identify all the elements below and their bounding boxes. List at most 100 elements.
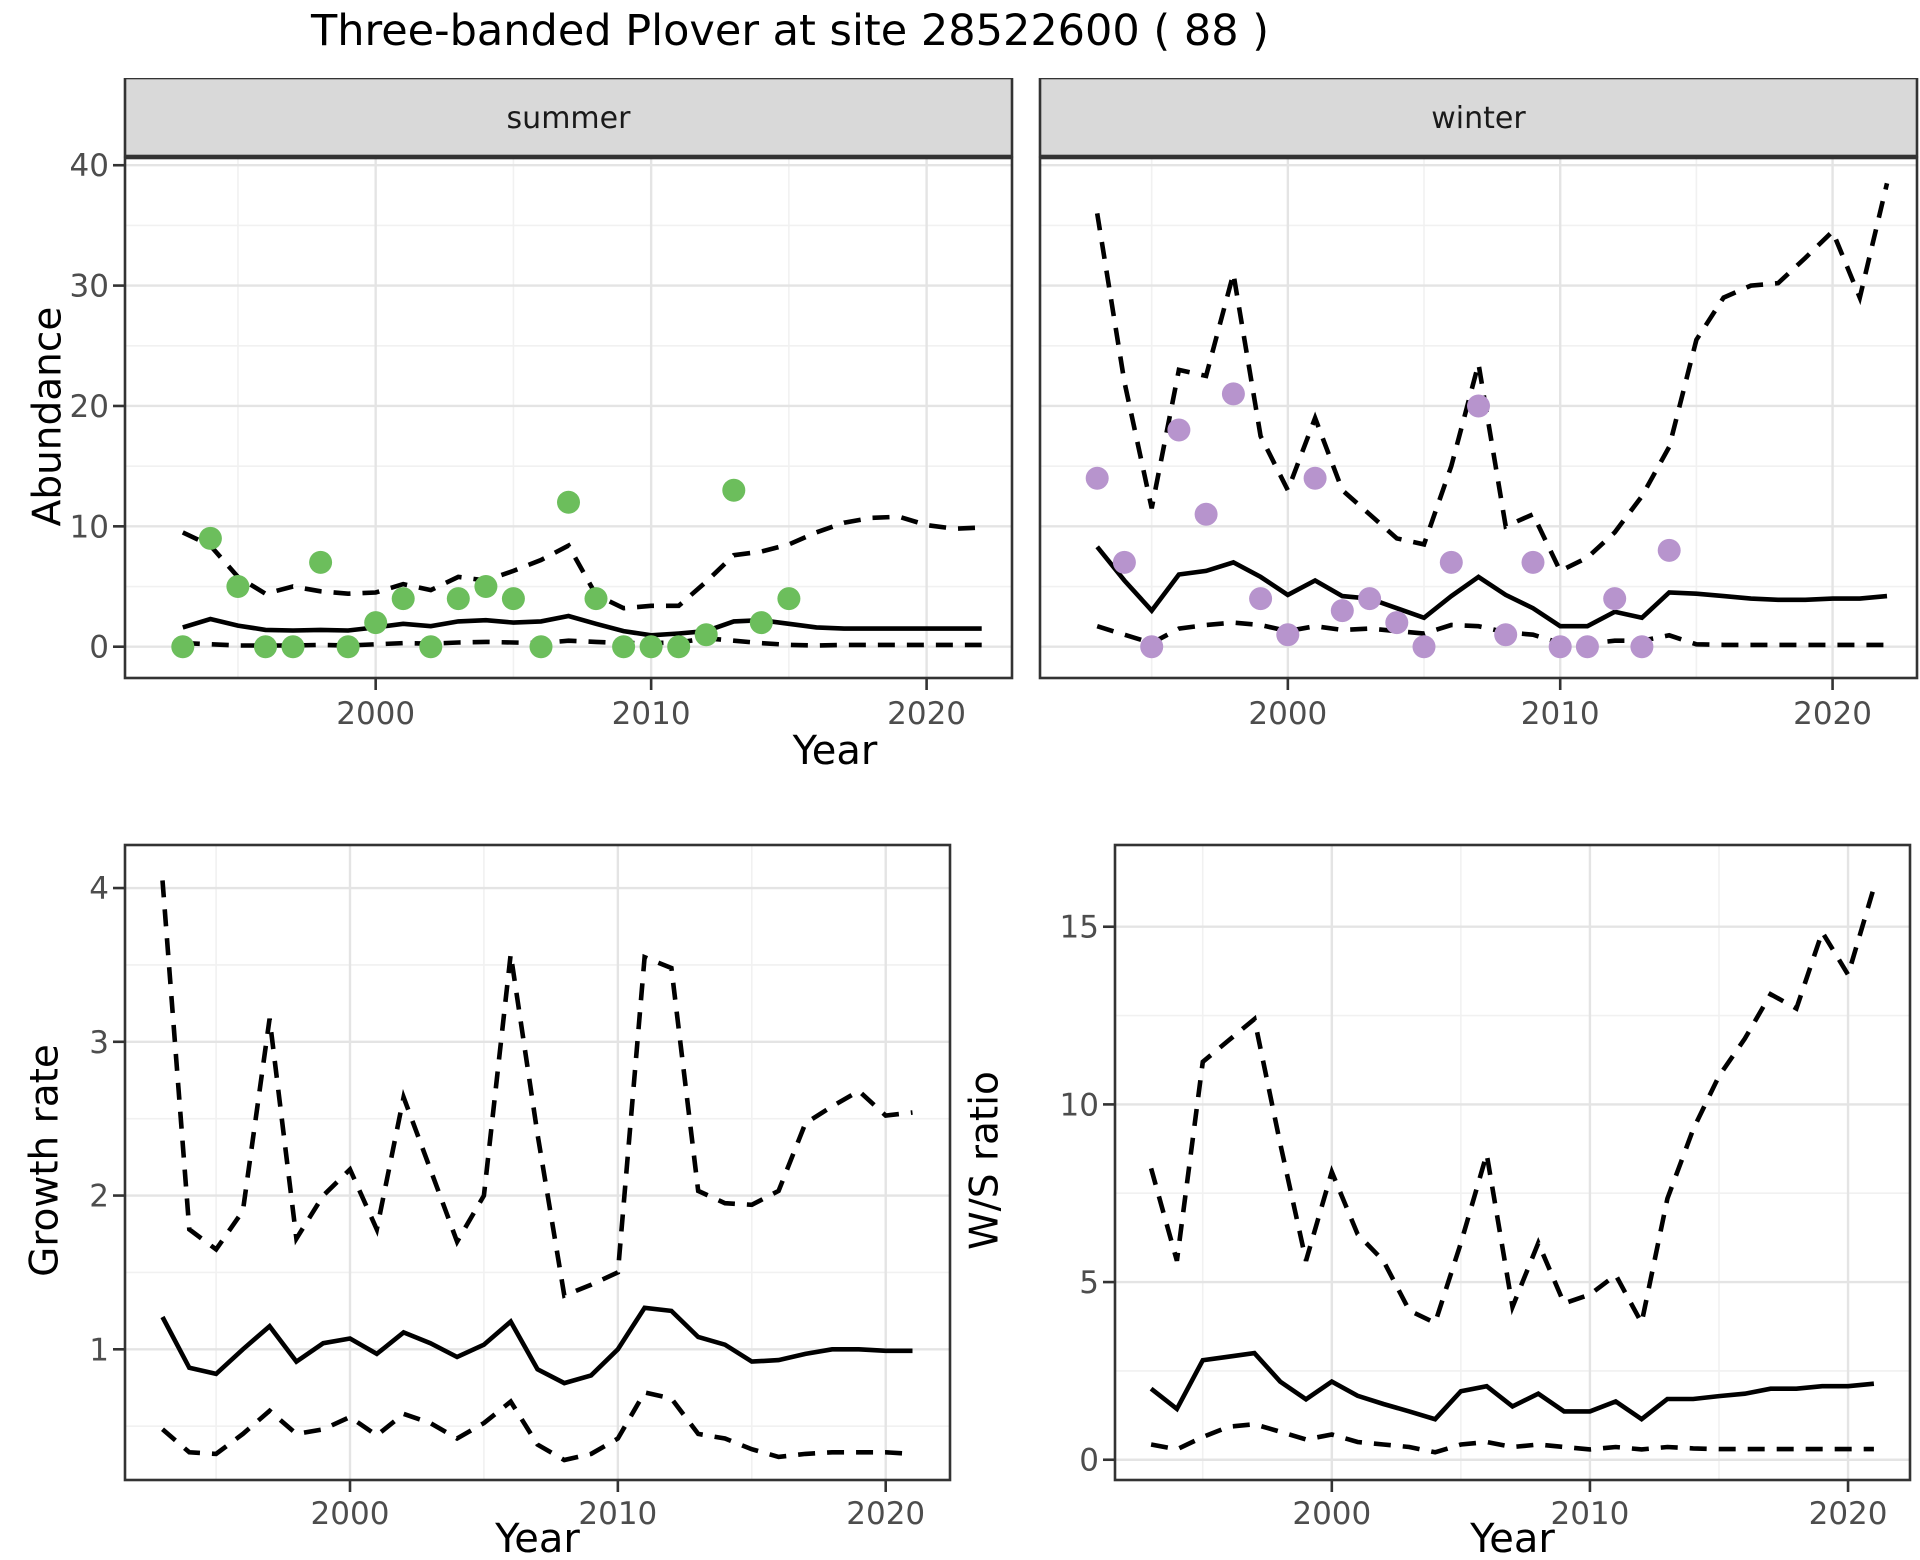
gridlines	[1040, 158, 1917, 678]
estimate-line	[160, 1305, 913, 1386]
y-tick-label: 0	[1079, 1443, 1099, 1479]
data-point	[226, 575, 250, 598]
data-point	[281, 635, 305, 659]
data-point	[1221, 382, 1245, 406]
panel-border	[1113, 843, 1912, 1482]
data-point	[749, 611, 773, 635]
x-tick-label: 2000	[1292, 1496, 1371, 1532]
upper-ci-line	[160, 880, 913, 1299]
series-lines	[1148, 886, 1877, 1455]
plot-background	[125, 158, 1012, 678]
facet-strip: winter	[1038, 78, 1919, 158]
data-point	[1303, 466, 1327, 490]
abundance-summer-panel: summer 2000 2010 2020 0 10 20 30 40	[70, 78, 1014, 732]
estimate-line	[182, 613, 982, 638]
data-point	[1467, 394, 1490, 418]
data-point	[1112, 550, 1136, 574]
plot-background	[1040, 158, 1917, 678]
x-tick-label: 2000	[311, 1496, 390, 1532]
gridlines	[1115, 845, 1910, 1480]
y-tick-label: 20	[70, 389, 109, 425]
data-point	[1140, 635, 1164, 659]
data-point	[391, 587, 415, 611]
y-tick-label: 30	[70, 269, 109, 305]
data-point	[639, 635, 663, 659]
estimate-line	[1149, 1350, 1875, 1423]
data-point	[1249, 587, 1273, 611]
x-tick-label: 2000	[1248, 696, 1327, 732]
data-point	[474, 575, 498, 598]
data-point	[529, 635, 553, 659]
abundance-winter-panel: winter 2000 2010 2020	[1038, 78, 1919, 732]
axis-ticks: 2000 2010 2020 1 2 3 4	[89, 871, 925, 1532]
data-point	[557, 490, 580, 514]
panel-border	[1038, 156, 1919, 680]
x-tick-label: 2020	[1793, 696, 1872, 732]
x-tick-label: 2010	[1521, 696, 1600, 732]
data-point	[1167, 418, 1191, 442]
data-point	[1521, 550, 1545, 574]
ws-ratio-panel: 2000 2010 2020 0 5 10 15	[1060, 843, 1912, 1532]
data-point	[667, 635, 691, 659]
data-point	[364, 611, 388, 635]
data-point	[336, 635, 360, 659]
x-tick-label: 2010	[612, 696, 691, 732]
upper-ci-line	[181, 514, 982, 611]
x-tick-label: 2010	[578, 1496, 657, 1532]
data-point	[1548, 635, 1572, 659]
facet-strip-label: winter	[1431, 101, 1526, 136]
facet-strip-label: summer	[507, 101, 632, 136]
axis-ticks: 2000 2010 2020 0 5 10 15	[1060, 910, 1888, 1532]
x-tick-label: 2010	[1550, 1496, 1629, 1532]
y-tick-label: 15	[1060, 910, 1099, 946]
data-point	[1194, 502, 1218, 526]
data-point	[198, 526, 222, 550]
axis-ticks: 2000 2010 2020	[1248, 679, 1872, 732]
facet-strip: summer	[123, 78, 1014, 158]
data-point	[446, 587, 470, 611]
y-tick-label: 1	[89, 1332, 109, 1368]
x-tick-label: 2020	[846, 1496, 925, 1532]
series-lines	[181, 514, 982, 648]
data-point	[1603, 587, 1627, 611]
data-point	[1657, 538, 1681, 562]
growth-rate-panel: 2000 2010 2020 1 2 3 4	[89, 843, 952, 1532]
plot-background	[125, 845, 950, 1480]
y-tick-label: 3	[89, 1025, 109, 1061]
y-tick-label: 10	[70, 509, 109, 545]
data-point	[1085, 466, 1109, 490]
y-tick-label: 0	[89, 630, 109, 666]
data-point	[694, 623, 718, 647]
panel-border	[123, 156, 1014, 680]
upper-ci-line	[1148, 886, 1877, 1330]
data-point	[584, 587, 608, 611]
x-tick-label: 2000	[336, 696, 415, 732]
data-point	[1630, 635, 1654, 659]
y-tick-label: 2	[89, 1179, 109, 1215]
plot-background	[1115, 845, 1910, 1480]
y-tick-label: 40	[70, 148, 109, 184]
lower-ci-line	[1150, 1421, 1874, 1455]
series-lines	[1094, 182, 1890, 648]
data-point	[419, 635, 443, 659]
x-tick-label: 2020	[887, 696, 966, 732]
observed-points	[171, 478, 801, 659]
data-point	[612, 635, 636, 659]
lower-ci-line	[161, 1389, 913, 1463]
data-point	[1575, 635, 1599, 659]
data-point	[501, 587, 525, 611]
upper-ci-line	[1094, 182, 1890, 574]
page-title: Three-banded Plover at site 28522600 ( 8…	[310, 6, 1270, 56]
lower-ci-line	[1096, 620, 1887, 648]
observed-points	[1085, 382, 1681, 659]
data-point	[777, 587, 801, 611]
y-tick-label: 10	[1060, 1087, 1099, 1123]
data-point	[171, 635, 195, 659]
data-point	[309, 550, 333, 574]
top-year-axis-label: Year	[792, 728, 878, 774]
estimate-line	[1095, 545, 1888, 629]
data-point	[1439, 550, 1463, 574]
data-point	[254, 635, 277, 659]
ws-year-axis-label: Year	[1470, 1516, 1555, 1560]
data-point	[1494, 623, 1518, 647]
